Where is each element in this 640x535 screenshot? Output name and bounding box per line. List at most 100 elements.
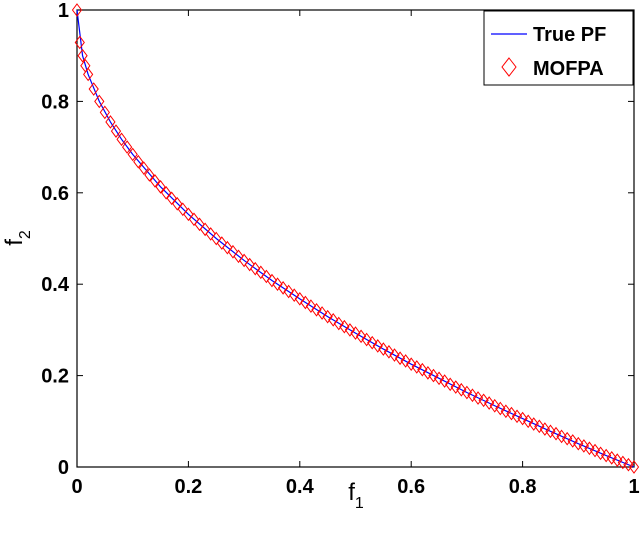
mofpa-point — [467, 388, 478, 403]
mofpa-point — [567, 434, 578, 448]
mofpa-point — [222, 240, 233, 255]
mofpa-point — [361, 332, 372, 347]
mofpa-point — [116, 132, 127, 147]
mofpa-point — [472, 391, 484, 405]
mofpa-point — [367, 335, 378, 350]
mofpa-point — [584, 441, 595, 456]
mofpa-point — [138, 161, 149, 175]
mofpa-point — [155, 180, 166, 194]
mofpa-point — [305, 299, 317, 313]
mofpa-point — [628, 460, 640, 474]
mofpa-point — [250, 261, 261, 276]
mofpa-point — [428, 368, 439, 383]
mofpa-point — [439, 374, 450, 388]
mofpa-point — [389, 348, 400, 362]
mofpa-point — [422, 366, 434, 380]
mofpa-point — [528, 417, 539, 431]
mofpa-point — [445, 377, 456, 392]
y-tick-label: 0.6 — [41, 183, 69, 205]
mofpa-point — [589, 443, 601, 458]
y-axis-label: f2 — [1, 230, 34, 246]
x-tick-label: 1 — [628, 476, 639, 498]
mofpa-point — [456, 382, 467, 397]
mofpa-point — [606, 451, 617, 465]
mofpa-point — [227, 244, 239, 259]
mofpa-point — [160, 185, 172, 200]
mofpa-point — [105, 115, 116, 129]
mofpa-point — [489, 398, 500, 413]
mofpa-point — [266, 273, 278, 288]
x-tick-label: 0.2 — [174, 476, 202, 498]
mofpa-point — [71, 3, 83, 17]
mofpa-point — [573, 436, 584, 451]
mofpa-point — [495, 401, 506, 416]
mofpa-point — [578, 439, 589, 453]
mofpa-point — [261, 269, 272, 284]
mofpa-point — [394, 351, 406, 366]
mofpa-point — [83, 67, 94, 82]
mofpa-point — [74, 35, 85, 50]
mofpa-point — [556, 429, 567, 444]
mofpa-point — [433, 371, 445, 386]
mofpa-point — [194, 217, 205, 232]
mofpa-point — [289, 288, 300, 303]
legend: True PF MOFPA — [483, 10, 634, 86]
mofpa-point — [523, 414, 534, 429]
legend-mofpa-swatch — [501, 57, 517, 77]
mofpa-point — [383, 345, 395, 359]
mofpa-point — [417, 362, 428, 377]
mofpa-point — [244, 257, 255, 272]
mofpa-point — [545, 424, 556, 439]
y-tick-label: 0 — [58, 457, 69, 479]
mofpa-point — [378, 342, 389, 356]
mofpa-point — [612, 453, 623, 467]
mofpa-point — [562, 431, 573, 446]
mofpa-point — [478, 393, 489, 408]
y-tick-label: 0.2 — [41, 366, 69, 388]
mofpa-point — [110, 124, 122, 138]
mofpa-point — [133, 154, 144, 169]
mofpa-point — [506, 406, 517, 421]
mofpa-point — [172, 196, 183, 211]
mofpa-point — [601, 448, 612, 463]
mofpa-point — [283, 284, 294, 299]
mofpa-point — [595, 446, 606, 461]
mofpa-point — [484, 396, 495, 410]
mofpa-point — [77, 48, 88, 63]
axis-ticks: 0 0.2 0.4 0.6 0.8 1 0 0.2 0.4 0.6 0.8 1 — [41, 0, 639, 498]
x-tick-label: 0.6 — [397, 476, 425, 498]
mofpa-point — [166, 191, 177, 206]
mofpa-point — [127, 147, 138, 162]
mofpa-point — [205, 227, 216, 241]
true-pf-line — [76, 9, 635, 468]
mofpa-point — [277, 281, 289, 295]
mofpa-point — [211, 231, 222, 246]
mofpa-point — [94, 94, 105, 109]
mofpa-point — [316, 306, 328, 320]
mofpa-point — [461, 385, 473, 400]
mofpa-point — [99, 105, 110, 120]
mofpa-point — [617, 455, 628, 470]
x-axis-label: f1 — [348, 479, 364, 512]
mofpa-point — [411, 360, 422, 374]
mofpa-point — [511, 409, 523, 424]
mofpa-point — [406, 357, 417, 372]
mofpa-point — [350, 326, 361, 340]
x-tick-label: 0 — [71, 476, 82, 498]
mofpa-point — [550, 426, 562, 441]
mofpa-point — [311, 302, 322, 317]
mofpa-point — [233, 249, 244, 264]
mofpa-point — [255, 265, 266, 280]
mofpa-point — [88, 82, 99, 96]
mofpa-point — [300, 295, 311, 310]
mofpa-point — [539, 422, 551, 436]
mofpa-point — [534, 419, 545, 434]
mofpa-point — [188, 212, 200, 227]
mofpa-point — [339, 319, 350, 334]
mofpa-point — [177, 202, 188, 217]
mofpa-point — [199, 222, 211, 237]
mofpa-point — [400, 354, 411, 368]
series-layer — [71, 3, 640, 474]
mofpa-point — [328, 313, 339, 327]
